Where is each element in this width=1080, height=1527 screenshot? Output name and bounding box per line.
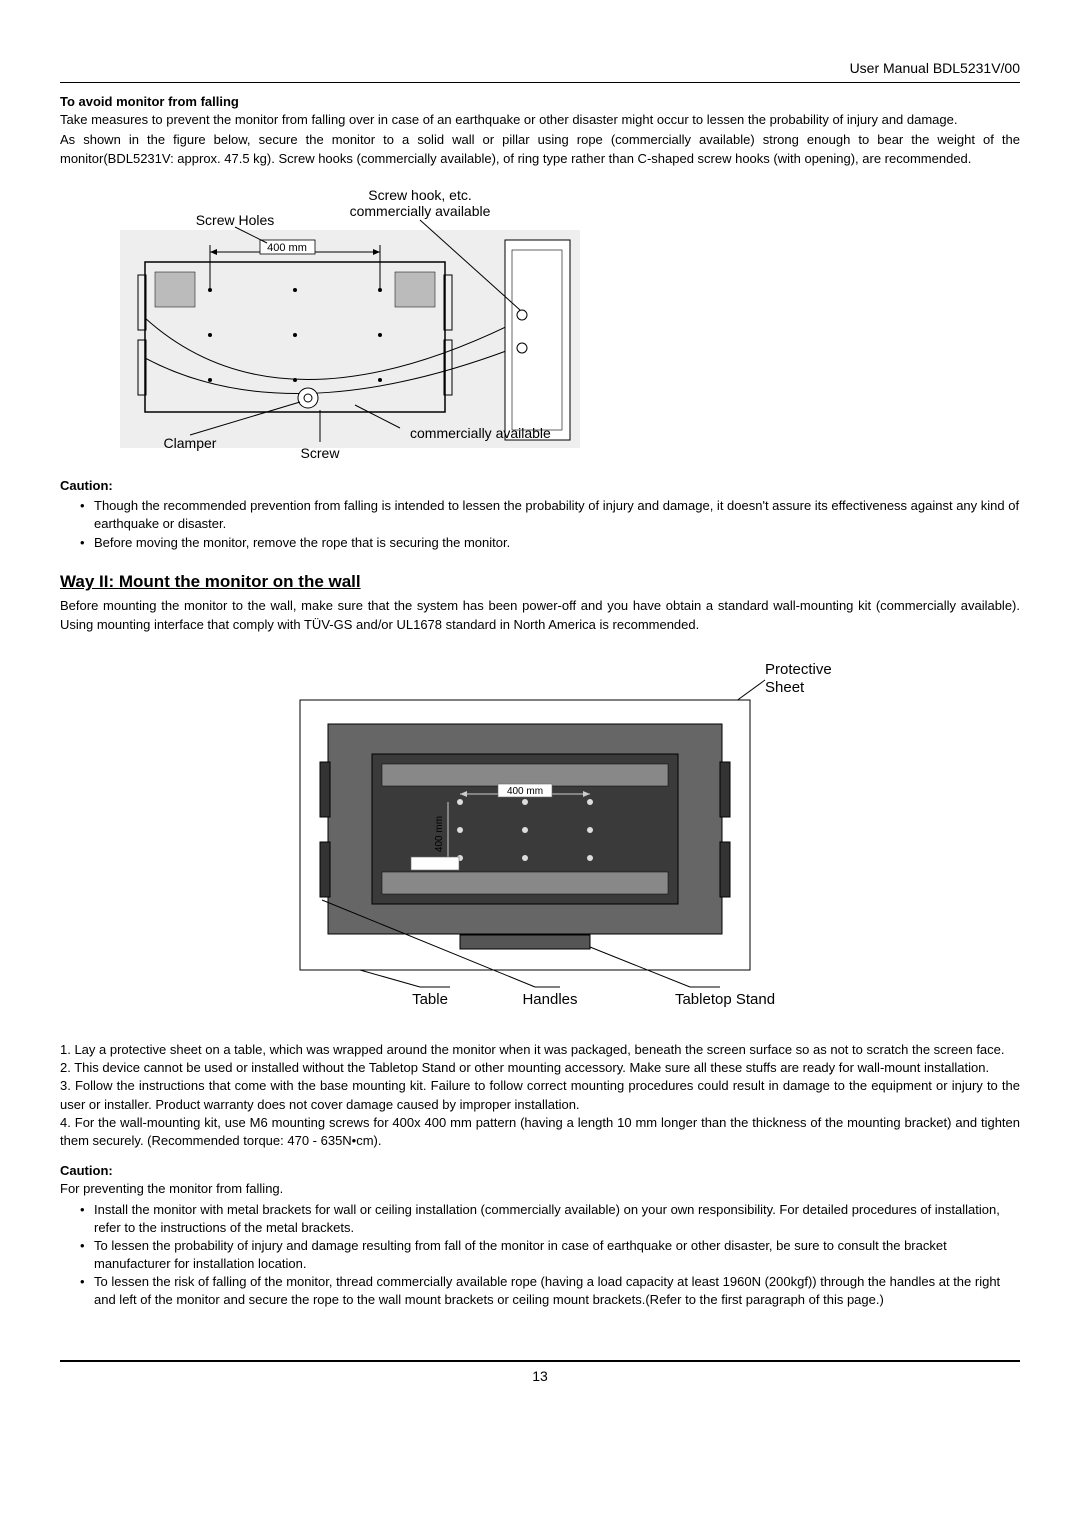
- caution1-item1: Though the recommended prevention from f…: [80, 497, 1020, 533]
- caution-title-1: Caution:: [60, 477, 1020, 495]
- section-title-avoid-falling: To avoid monitor from falling: [60, 93, 1020, 111]
- page-footer: 13: [60, 1360, 1020, 1384]
- svg-text:Handles: Handles: [522, 991, 577, 1008]
- svg-text:Table: Table: [412, 991, 448, 1008]
- header-rule: [60, 82, 1020, 83]
- svg-text:Protective: Protective: [765, 661, 832, 678]
- svg-text:Screw: Screw: [301, 445, 341, 460]
- caution-title-2: Caution:: [60, 1162, 1020, 1180]
- step-2: 2. This device cannot be used or install…: [60, 1059, 1020, 1077]
- caution2-item1: Install the monitor with metal brackets …: [80, 1201, 1020, 1237]
- svg-text:Screw Holes: Screw Holes: [196, 212, 275, 228]
- caution2-intro: For preventing the monitor from falling.: [60, 1180, 1020, 1198]
- para-avoid-falling-1: Take measures to prevent the monitor fro…: [60, 111, 1020, 129]
- svg-text:Clamper: Clamper: [164, 435, 217, 451]
- step-1: 1. Lay a protective sheet on a table, wh…: [60, 1041, 1020, 1059]
- step-4: 4. For the wall-mounting kit, use M6 mou…: [60, 1114, 1020, 1150]
- para-way2: Before mounting the monitor to the wall,…: [60, 597, 1020, 633]
- caution-list-1: Though the recommended prevention from f…: [60, 497, 1020, 552]
- svg-text:Screw hook, etc.: Screw hook, etc.: [368, 187, 472, 203]
- caution-list-2: Install the monitor with metal brackets …: [60, 1201, 1020, 1310]
- svg-text:commercially available: commercially available: [410, 425, 551, 441]
- step-3: 3. Follow the instructions that come wit…: [60, 1077, 1020, 1113]
- numbered-steps: 1. Lay a protective sheet on a table, wh…: [60, 1041, 1020, 1150]
- caution2-item2: To lessen the probability of injury and …: [80, 1237, 1020, 1273]
- svg-text:400 mm: 400 mm: [267, 242, 307, 254]
- svg-text:400 mm: 400 mm: [434, 816, 445, 852]
- heading-way2: Way II: Mount the monitor on the wall: [60, 570, 1020, 594]
- svg-text:Tabletop Stand: Tabletop Stand: [675, 991, 775, 1008]
- para-avoid-falling-2: As shown in the figure below, secure the…: [60, 131, 1020, 167]
- svg-text:commercially available: commercially available: [350, 203, 491, 219]
- caution2-item3: To lessen the risk of falling of the mon…: [80, 1273, 1020, 1309]
- page-header: User Manual BDL5231V/00: [60, 60, 1020, 80]
- svg-text:400 mm: 400 mm: [507, 786, 543, 797]
- page-number: 13: [532, 1368, 548, 1384]
- figure-rope-secure: Screw hook, etc. commercially available …: [60, 180, 1020, 465]
- svg-text:Sheet: Sheet: [765, 679, 805, 696]
- figure-wall-mount: Protective Sheet: [60, 652, 1020, 1017]
- caution1-item2: Before moving the monitor, remove the ro…: [80, 534, 1020, 552]
